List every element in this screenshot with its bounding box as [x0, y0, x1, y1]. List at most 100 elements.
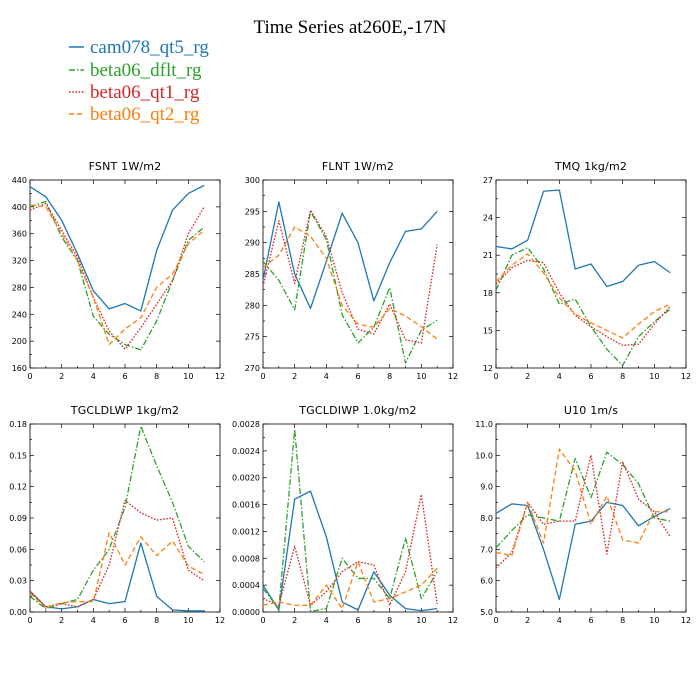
y-tick-label-flnt: 300 [245, 176, 260, 185]
y-tick-label-u10: 11.0 [475, 420, 493, 429]
series-line-beta06-dflt-rg-flnt [262, 210, 438, 364]
y-tick-label-fsnt: 440 [12, 176, 27, 185]
y-tick-label-fsnt: 280 [12, 283, 27, 292]
series-line-beta06-dflt-rg-tgcldlwp [29, 425, 205, 610]
series-line-beta06-qt1-rg-fsnt [29, 202, 205, 350]
series-line-cam078-qt5-rg-tmq [495, 189, 671, 288]
legend-item-beta06-qt1: beta06_qt1_rg [69, 82, 200, 103]
x-tick-label-tmq: 12 [681, 372, 691, 381]
panel-flnt: FLNT 1W/m2 0 2 4 6 8 10 12 270 275 280 285 290 295 300 [245, 160, 458, 381]
x-tick-label-u10: 8 [620, 616, 625, 625]
y-tick-label-tgcldlwp: 0.12 [9, 483, 27, 492]
x-tick-label-tgcldiwp: 4 [324, 616, 329, 625]
legend-label-beta06-dflt: beta06_dflt_rg [90, 60, 202, 81]
legend-item-beta06-dflt: beta06_dflt_rg [69, 60, 202, 81]
x-tick-label-tgcldlwp: 12 [215, 616, 225, 625]
series-line-beta06-qt1-rg-tgcldlwp [29, 499, 205, 608]
y-tick-label-tmq: 27 [483, 176, 493, 185]
x-tick-label-fsnt: 0 [27, 372, 32, 381]
series-line-beta06-dflt-rg-fsnt [29, 200, 205, 351]
series-line-beta06-dflt-rg-tgcldiwp [262, 428, 438, 612]
figure-title: Time Series at260E,-17N [254, 17, 447, 38]
y-tick-label-tmq: 24 [483, 214, 493, 223]
panel-tgcldlwp: TGCLDLWP 1kg/m2 0 2 4 6 8 10 12 0.00 0.03 0.06 0.09… [9, 404, 225, 625]
panel-title-u10: U10 1m/s [564, 404, 618, 417]
x-tick-label-flnt: 10 [416, 372, 426, 381]
legend-item-cam078: cam078_qt5_rg [69, 37, 209, 58]
x-tick-label-fsnt: 6 [122, 372, 127, 381]
x-tick-label-u10: 2 [525, 616, 530, 625]
y-tick-label-fsnt: 400 [12, 203, 27, 212]
legend-item-beta06-qt2: beta06_qt2_rg [69, 104, 200, 125]
x-tick-label-tgcldlwp: 2 [59, 616, 64, 625]
x-tick-label-flnt: 8 [387, 372, 392, 381]
y-tick-label-fsnt: 240 [12, 310, 27, 319]
x-tick-label-flnt: 12 [448, 372, 458, 381]
panel-title-tmq: TMQ 1kg/m2 [554, 160, 627, 173]
series-line-beta06-dflt-rg-u10 [495, 451, 671, 549]
x-tick-label-u10: 12 [681, 616, 691, 625]
series-line-cam078-qt5-rg-tgcldiwp [262, 490, 438, 612]
y-tick-label-fsnt: 160 [12, 364, 27, 373]
series-line-cam078-qt5-rg-tgcldlwp [29, 542, 205, 612]
plot-frame-flnt [262, 179, 454, 369]
y-tick-label-tgcldlwp: 0.15 [9, 451, 27, 460]
x-tick-label-tmq: 4 [557, 372, 562, 381]
y-tick-label-tgcldiwp: 0.0020 [232, 474, 260, 483]
x-tick-label-tmq: 6 [588, 372, 593, 381]
series-line-beta06-qt2-rg-tmq [495, 253, 671, 339]
y-tick-label-flnt: 280 [245, 301, 260, 310]
panel-fsnt: FSNT 1W/m2 0 2 4 6 8 10 12 160 200 240 280 320 360 400… [12, 160, 225, 381]
x-tick-label-u10: 0 [493, 616, 498, 625]
legend-label-cam078: cam078_qt5_rg [90, 37, 209, 58]
x-tick-label-fsnt: 2 [59, 372, 64, 381]
x-tick-label-tgcldiwp: 0 [260, 616, 265, 625]
x-tick-label-tgcldiwp: 8 [387, 616, 392, 625]
y-tick-label-u10: 7.0 [480, 545, 493, 554]
y-tick-label-tgcldiwp: 0.0000 [232, 608, 260, 617]
series-line-beta06-qt2-rg-tgcldlwp [29, 531, 205, 609]
y-tick-label-fsnt: 320 [12, 257, 27, 266]
y-tick-label-tmq: 15 [483, 326, 493, 335]
x-tick-label-tgcldlwp: 6 [122, 616, 127, 625]
y-tick-label-tmq: 18 [483, 289, 493, 298]
x-tick-label-tmq: 0 [493, 372, 498, 381]
x-tick-label-flnt: 0 [260, 372, 265, 381]
x-tick-label-fsnt: 8 [154, 372, 159, 381]
y-tick-label-flnt: 295 [245, 207, 260, 216]
x-tick-label-tgcldiwp: 12 [448, 616, 458, 625]
legend-label-beta06-qt2: beta06_qt2_rg [90, 104, 200, 125]
y-tick-label-tmq: 21 [483, 251, 493, 260]
series-line-cam078-qt5-rg-fsnt [29, 184, 205, 312]
y-tick-label-u10: 6.0 [480, 577, 493, 586]
x-tick-label-tgcldiwp: 6 [355, 616, 360, 625]
series-line-cam078-qt5-rg-u10 [495, 501, 671, 601]
y-tick-label-tgcldlwp: 0.00 [9, 608, 27, 617]
y-tick-label-u10: 9.0 [480, 483, 493, 492]
y-tick-label-tgcldlwp: 0.03 [9, 577, 27, 586]
x-tick-label-fsnt: 10 [183, 372, 193, 381]
x-tick-label-tmq: 2 [525, 372, 530, 381]
x-tick-label-u10: 6 [588, 616, 593, 625]
x-tick-label-flnt: 4 [324, 372, 329, 381]
x-tick-label-flnt: 6 [355, 372, 360, 381]
x-tick-label-tgcldlwp: 10 [183, 616, 193, 625]
y-tick-label-flnt: 290 [245, 239, 260, 248]
y-tick-label-tgcldlwp: 0.18 [9, 420, 27, 429]
x-tick-label-u10: 10 [649, 616, 659, 625]
y-tick-label-tgcldlwp: 0.06 [9, 545, 27, 554]
x-tick-label-fsnt: 12 [215, 372, 225, 381]
y-tick-label-tgcldiwp: 0.0012 [232, 527, 260, 536]
x-tick-label-tmq: 10 [649, 372, 659, 381]
y-tick-label-flnt: 270 [245, 364, 260, 373]
y-tick-label-tgcldiwp: 0.0008 [232, 554, 260, 563]
x-tick-label-u10: 4 [557, 616, 562, 625]
panel-title-flnt: FLNT 1W/m2 [322, 160, 394, 173]
x-tick-label-tgcldlwp: 4 [91, 616, 96, 625]
series-line-beta06-qt2-rg-fsnt [29, 204, 205, 346]
x-tick-label-flnt: 2 [292, 372, 297, 381]
x-tick-label-tgcldiwp: 2 [292, 616, 297, 625]
series-line-beta06-dflt-rg-tmq [495, 247, 671, 367]
series-line-beta06-qt1-rg-tgcldiwp [262, 493, 438, 606]
